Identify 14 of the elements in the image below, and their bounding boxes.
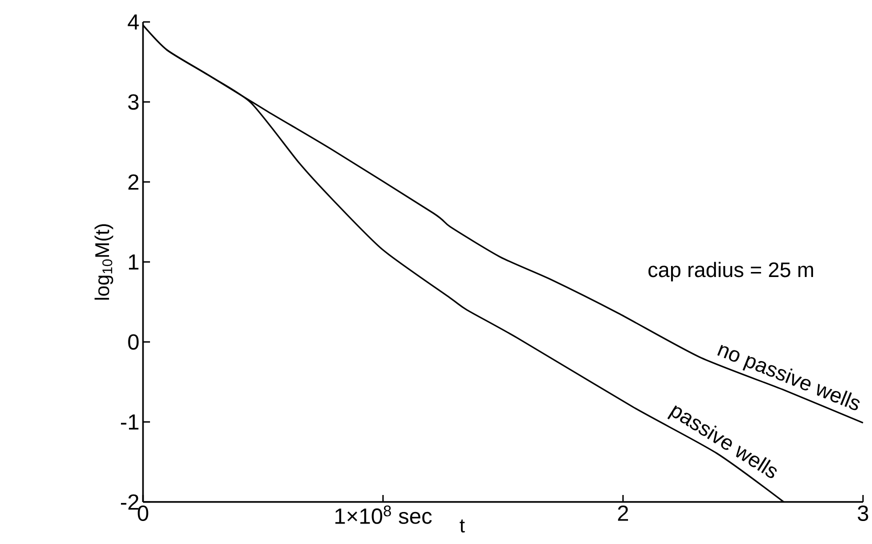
annotation: cap radius = 25 m — [648, 262, 814, 282]
y-tick-label: 1 — [128, 254, 138, 270]
y-tick-label: -2 — [120, 494, 138, 510]
y-tick-label: 2 — [128, 174, 138, 190]
x-axis-title: t — [460, 520, 465, 533]
x-tick-label: 3 — [858, 505, 868, 522]
y-tick-label: -1 — [120, 414, 138, 430]
y-tick-label: 0 — [128, 334, 139, 350]
y-tick-label: 3 — [128, 94, 139, 110]
y-tick-label: 4 — [128, 14, 139, 30]
x-tick-label: 2 — [618, 505, 628, 521]
x-tick-label: 1×10$^{8}$ sec — [335, 506, 432, 524]
y-axis-title: log$_{10}$M(t) — [94, 224, 114, 300]
text: no passive wells — [717, 344, 860, 410]
